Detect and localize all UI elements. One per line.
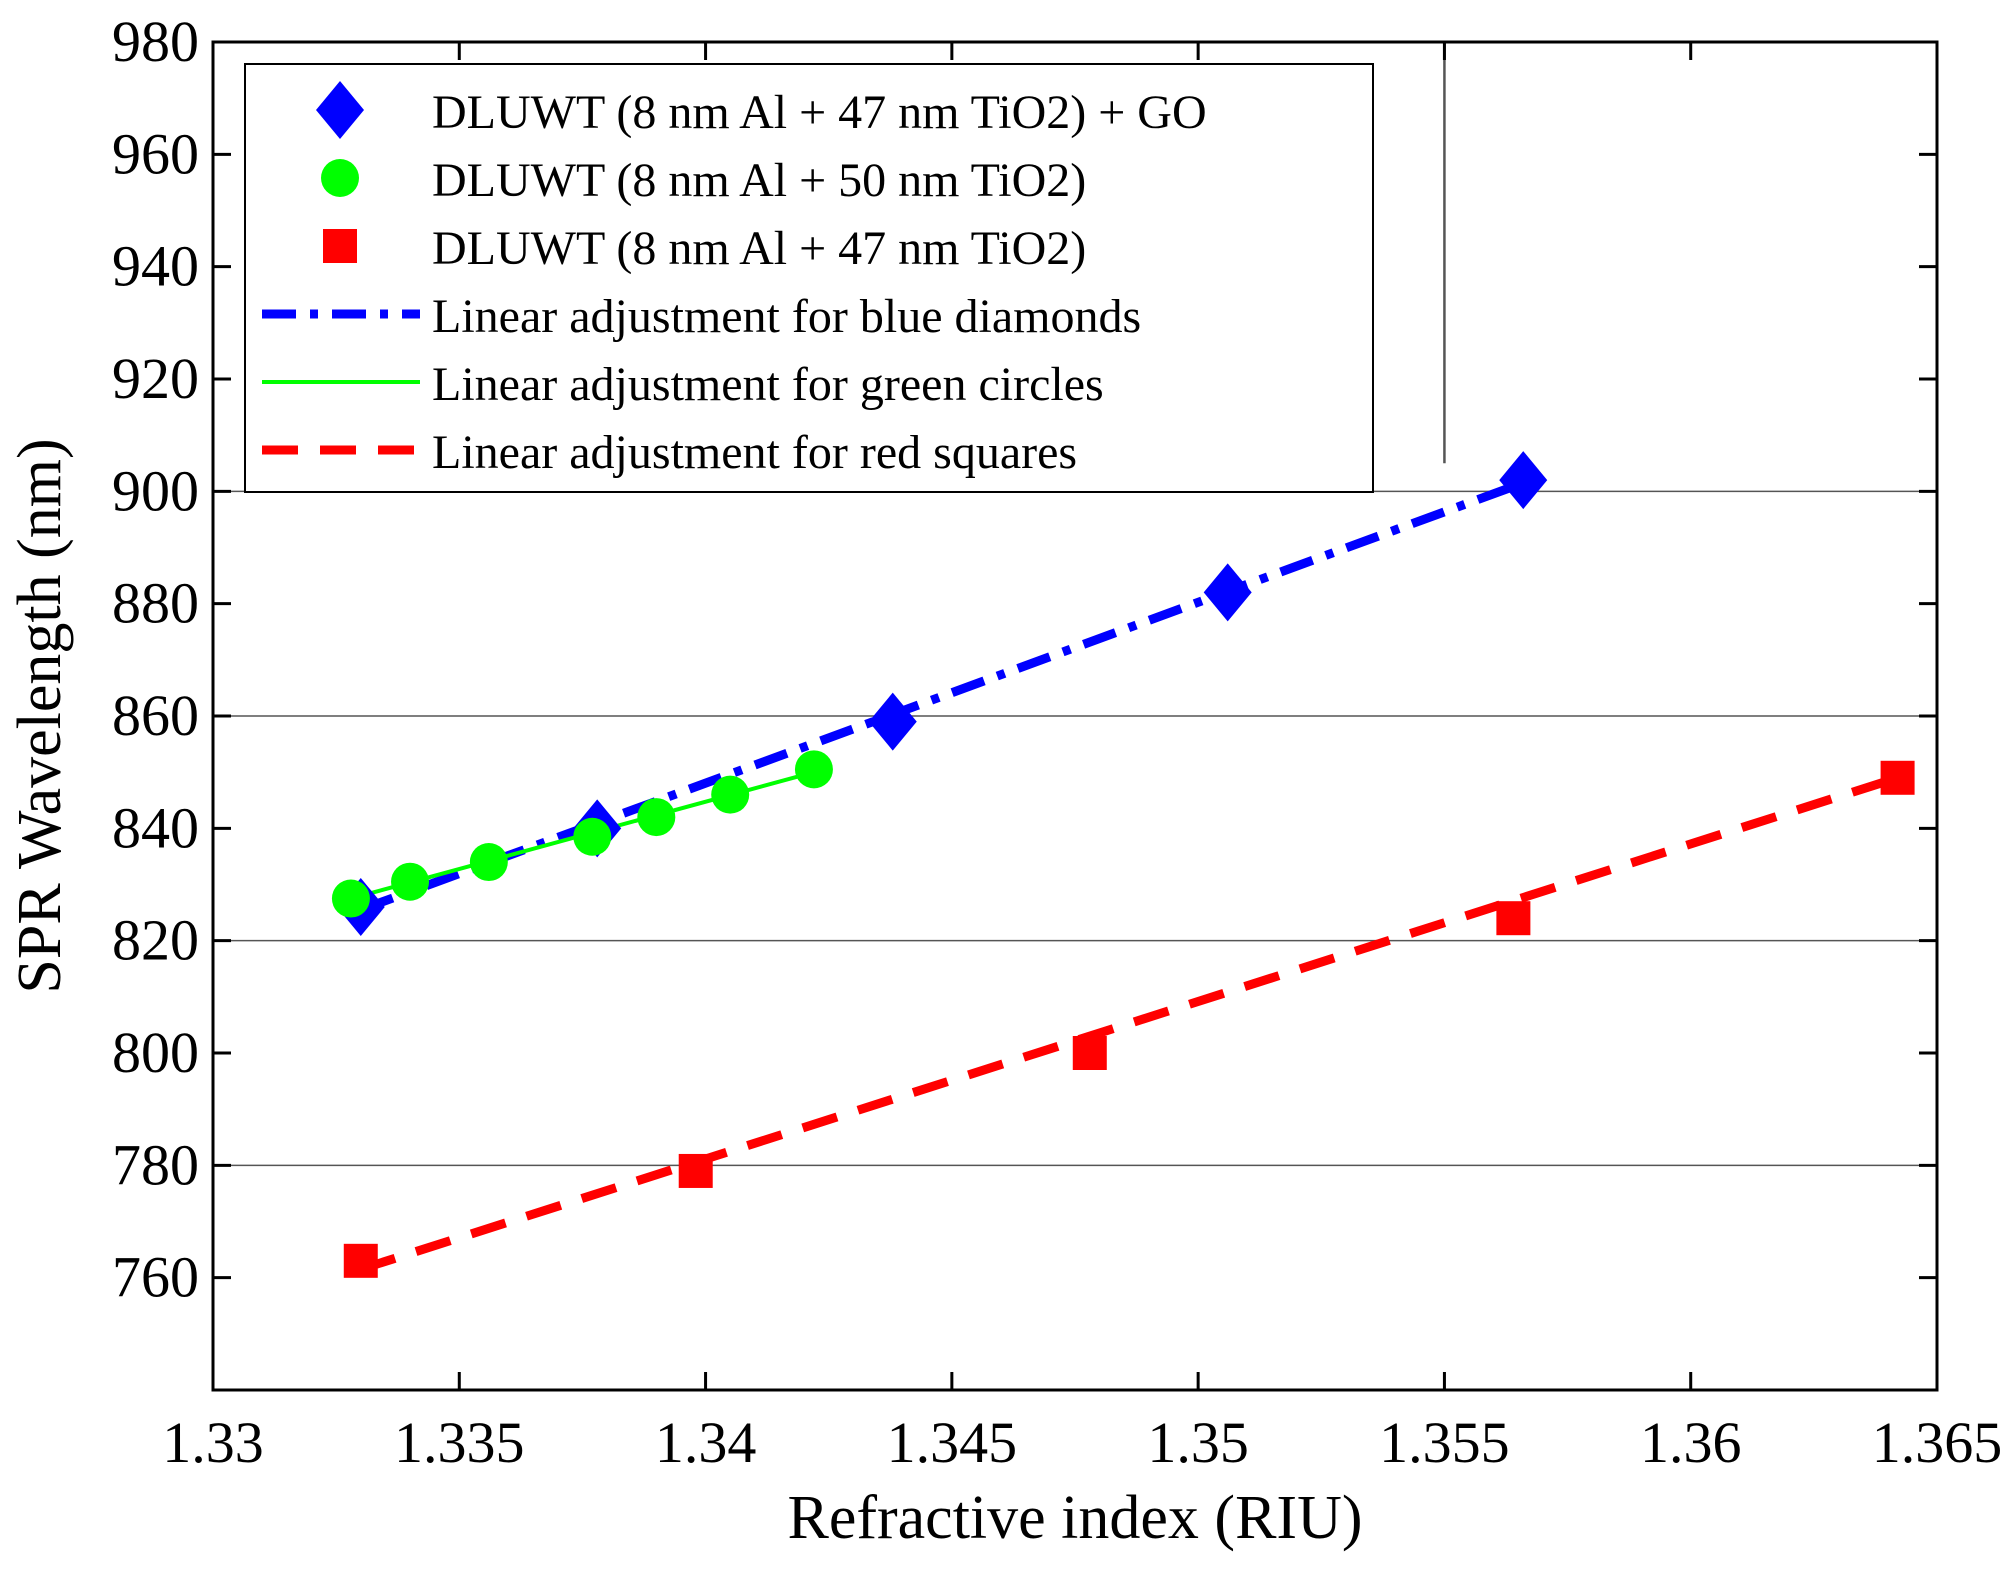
data-point-series-1 (637, 798, 676, 837)
tick-layer: 1.33 1.335 1.34 1.345 1.35 1.355 1.36 1.365 760 7… (112, 9, 2002, 1475)
y-tick-label: 940 (112, 234, 199, 299)
data-point-series-2 (678, 1153, 713, 1188)
legend-label-2: DLUWT (8 nm Al + 47 nm TiO2) (432, 222, 1086, 275)
x-tick-label: 1.335 (394, 1410, 525, 1475)
y-tick-label: 920 (112, 346, 199, 411)
fit-line-2 (359, 773, 1899, 1274)
y-tick-label: 840 (112, 795, 199, 860)
legend-box (244, 63, 1374, 493)
y-tick-label: 820 (112, 908, 199, 973)
data-point-series-0 (868, 692, 917, 751)
legend-symbol-0 (316, 81, 364, 139)
x-tick-label: 1.36 (1640, 1410, 1742, 1475)
x-tick-label: 1.365 (1872, 1410, 2003, 1475)
x-tick-label: 1.33 (162, 1410, 264, 1475)
legend-fit-label-2: Linear adjustment for red squares (432, 426, 1077, 479)
data-point-series-0 (1499, 451, 1548, 510)
legend-fit-label-0: Linear adjustment for blue diamonds (432, 290, 1141, 343)
legend-label-1: DLUWT (8 nm Al + 50 nm TiO2) (432, 154, 1086, 207)
legend-fit-label-1: Linear adjustment for green circles (432, 358, 1104, 411)
data-point-series-1 (331, 879, 370, 918)
legend: DLUWT (8 nm Al + 47 nm TiO2) + GO DLUWT (… (244, 63, 1374, 493)
data-point-series-0 (1203, 563, 1252, 622)
x-tick-label: 1.355 (1379, 1410, 1510, 1475)
y-tick-label: 780 (112, 1132, 199, 1197)
axis-label-layer: Refractive index (RIU) SPR Wavelength (n… (6, 438, 1362, 1552)
x-tick-label: 1.34 (655, 1410, 757, 1475)
fit-layer (350, 478, 1899, 1274)
data-point-series-2 (1496, 901, 1531, 936)
data-point-series-1 (573, 817, 612, 856)
data-point-series-1 (711, 775, 750, 814)
y-tick-label: 760 (112, 1245, 199, 1310)
fit-line-0 (359, 478, 1525, 914)
point-layer (331, 451, 1915, 1278)
y-tick-label: 960 (112, 121, 199, 186)
y-axis-title: SPR Wavelength (nm) (6, 438, 74, 993)
legend-symbol-1 (321, 159, 359, 197)
data-point-series-1 (794, 750, 833, 789)
data-point-series-2 (1072, 1036, 1107, 1070)
y-tick-label: 860 (112, 683, 199, 748)
data-point-series-2 (1880, 760, 1915, 795)
legend-symbol-2 (323, 229, 357, 263)
data-point-series-1 (469, 843, 508, 882)
y-tick-label: 980 (112, 9, 199, 74)
x-tick-label: 1.345 (887, 1410, 1018, 1475)
x-tick-label: 1.35 (1147, 1410, 1249, 1475)
data-point-series-1 (391, 862, 430, 901)
y-tick-label: 880 (112, 571, 199, 636)
x-axis-title: Refractive index (RIU) (788, 1484, 1363, 1552)
data-point-series-2 (343, 1243, 378, 1278)
y-tick-label: 900 (112, 458, 199, 523)
y-tick-label: 800 (112, 1020, 199, 1085)
legend-label-0: DLUWT (8 nm Al + 47 nm TiO2) + GO (432, 86, 1207, 139)
